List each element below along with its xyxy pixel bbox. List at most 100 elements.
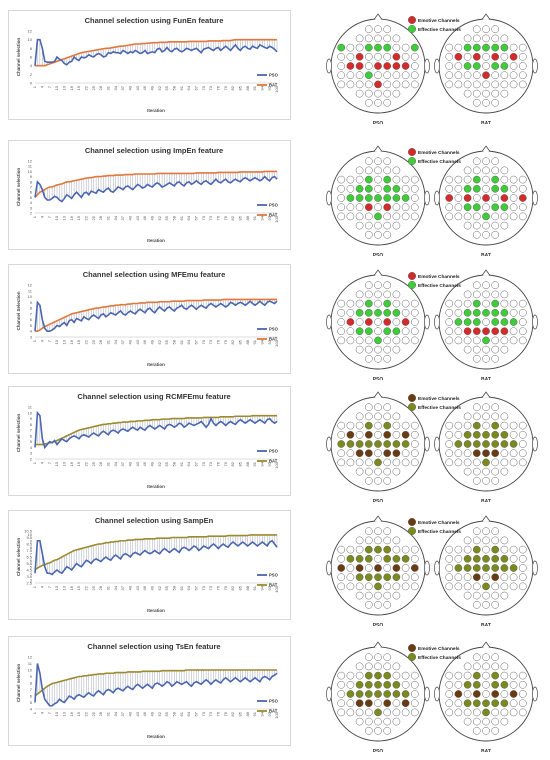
- electrode: [337, 449, 346, 458]
- x-tick-label: 61: [179, 339, 184, 344]
- x-tick-label: 49: [150, 339, 155, 344]
- y-tick-label: 7.5: [26, 548, 32, 553]
- electrode-effective: [463, 430, 472, 439]
- right-ear-icon: [424, 314, 430, 330]
- right-ear-icon: [532, 560, 538, 576]
- x-tick-label: 40: [128, 461, 133, 466]
- right-ear-icon: [424, 686, 430, 702]
- x-tick-label: 19: [76, 215, 81, 220]
- y-tick-label: 5: [30, 439, 33, 444]
- x-tick-label: 73: [208, 339, 213, 344]
- x-axis-label: Iteration: [147, 362, 165, 367]
- electrode: [463, 536, 472, 545]
- chart-panel-5: Channel selection using SampEn 2.5 3 3.5 4 4.…: [8, 510, 291, 620]
- electrode-effective: [374, 440, 382, 448]
- head-maps-5: PSO BAT Emotive Channels Effective Channels: [320, 510, 546, 626]
- x-tick-label: 37: [120, 339, 125, 344]
- electrode-effective: [355, 440, 364, 448]
- electrode-effective: [346, 194, 355, 202]
- electrode: [346, 184, 355, 193]
- electrode-effective: [374, 573, 382, 582]
- electrode: [509, 554, 518, 563]
- electrode: [374, 467, 382, 476]
- electrode-effective: [392, 194, 401, 202]
- y-tick-label: 7: [30, 687, 33, 692]
- electrode-effective: [392, 554, 401, 563]
- x-tick-label: 100: [274, 461, 279, 468]
- electrode: [346, 582, 355, 591]
- electrode-effective: [491, 699, 500, 708]
- electrode-effective: [454, 564, 463, 572]
- electrode: [518, 80, 527, 89]
- electrode-effective: [472, 184, 481, 193]
- electrode: [383, 212, 392, 221]
- electrode-emotive: [364, 203, 373, 212]
- electrode-effective: [509, 318, 518, 326]
- electrode-effective: [482, 582, 490, 591]
- electrode: [463, 80, 472, 89]
- electrode: [364, 345, 373, 354]
- x-tick-label: 76: [216, 461, 221, 466]
- electrode: [346, 212, 355, 221]
- electrode-effective: [374, 671, 382, 680]
- electrode: [374, 318, 382, 326]
- electrode: [518, 71, 527, 80]
- electrode-effective: [364, 43, 373, 52]
- electrode-effective: [383, 671, 392, 680]
- electrode: [482, 662, 490, 671]
- electrode-emotive: [383, 699, 392, 708]
- x-tick-label: 70: [201, 711, 206, 716]
- electrode: [463, 449, 472, 458]
- electrode: [445, 203, 454, 212]
- electrode-emotive: [500, 327, 509, 336]
- electrode-emotive: [482, 449, 490, 458]
- legend-emotive-dot: [407, 15, 416, 24]
- x-tick-label: 16: [69, 711, 74, 716]
- electrode-effective: [374, 680, 382, 689]
- electrode: [355, 536, 364, 545]
- electrode-effective: [383, 440, 392, 448]
- electrode: [374, 717, 382, 726]
- electrode: [472, 89, 481, 98]
- x-tick-label: 91: [252, 339, 257, 344]
- electrode: [401, 573, 410, 582]
- y-tick-label: 10: [28, 410, 33, 415]
- y-tick-label: 11: [28, 661, 33, 666]
- electrode-effective: [355, 690, 364, 698]
- electrode: [374, 600, 382, 609]
- x-tick-label: 46: [142, 711, 147, 716]
- electrode-emotive: [463, 327, 472, 336]
- electrode-effective: [392, 440, 401, 448]
- electrode-emotive: [337, 564, 346, 572]
- x-tick-label: 25: [91, 711, 96, 716]
- electrode: [491, 157, 500, 166]
- electrode-effective: [472, 671, 481, 680]
- electrode: [410, 554, 419, 563]
- x-tick-label: 16: [69, 215, 74, 220]
- legend-effective-dot: [407, 527, 416, 536]
- x-tick-label: 82: [230, 461, 235, 466]
- electrode: [500, 80, 509, 89]
- x-tick-label: 55: [164, 339, 169, 344]
- electrode: [518, 690, 527, 698]
- electrode-effective: [383, 194, 392, 202]
- electrode: [509, 573, 518, 582]
- electrode: [355, 412, 364, 421]
- x-tick-label: 64: [186, 461, 191, 466]
- electrode: [472, 412, 481, 421]
- electrode-emotive: [374, 564, 382, 572]
- electrode: [337, 545, 346, 554]
- electrode-effective: [383, 680, 392, 689]
- y-tick-label: 10: [28, 169, 33, 174]
- electrode-effective: [491, 564, 500, 572]
- electrode: [383, 708, 392, 717]
- electrode: [392, 71, 401, 80]
- electrode: [392, 89, 401, 98]
- electrode: [472, 290, 481, 299]
- electrode: [383, 458, 392, 467]
- electrode-emotive: [401, 430, 410, 439]
- electrode: [500, 708, 509, 717]
- electrode: [401, 545, 410, 554]
- electrode-emotive: [472, 449, 481, 458]
- electrode-effective: [482, 699, 490, 708]
